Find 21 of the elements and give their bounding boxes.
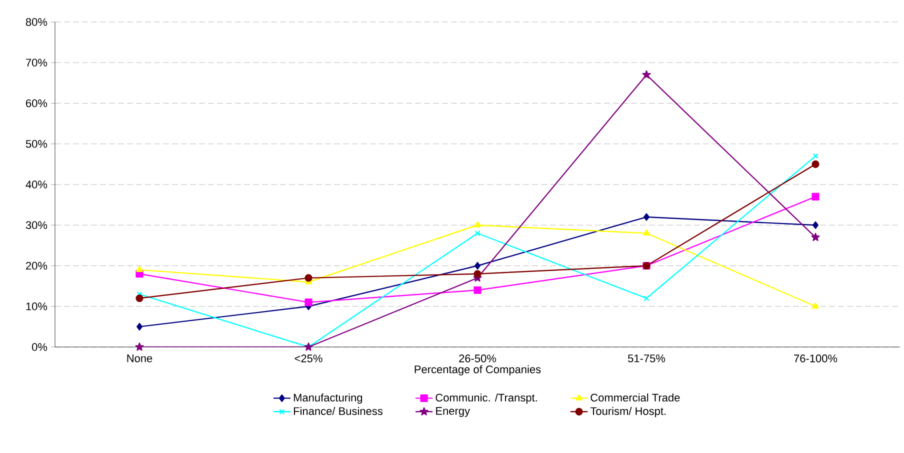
x-tick-label: 26-50% <box>459 354 496 362</box>
legend-label: Finance/ Business <box>294 406 383 416</box>
legend-label: Commercial Trade <box>590 393 680 402</box>
x-axis-title: Percentage of Companies <box>414 365 541 376</box>
y-tick-label: 70% <box>26 58 48 67</box>
x-tick-label: 76-100% <box>794 354 838 362</box>
x-tick-label: 51-75% <box>628 354 666 362</box>
legend-label: Tourism/ Hospt. <box>590 406 666 418</box>
y-tick-label: 10% <box>26 302 48 310</box>
y-tick-label: 40% <box>26 180 48 188</box>
legend-label: Communic. /Transpt. <box>436 393 537 404</box>
legend-label: Manufacturing <box>294 393 362 404</box>
y-tick-label: 0% <box>32 343 48 351</box>
x-tick-label: <25% <box>294 354 322 362</box>
y-tick-label: 20% <box>26 262 48 270</box>
y-tick-label: 30% <box>26 221 48 230</box>
x-tick-label: None <box>127 354 152 362</box>
y-tick-label: 80% <box>26 18 48 26</box>
legend-label: Energy <box>436 407 470 417</box>
y-tick-label: 50% <box>26 140 48 148</box>
y-tick-label: 60% <box>26 99 48 108</box>
